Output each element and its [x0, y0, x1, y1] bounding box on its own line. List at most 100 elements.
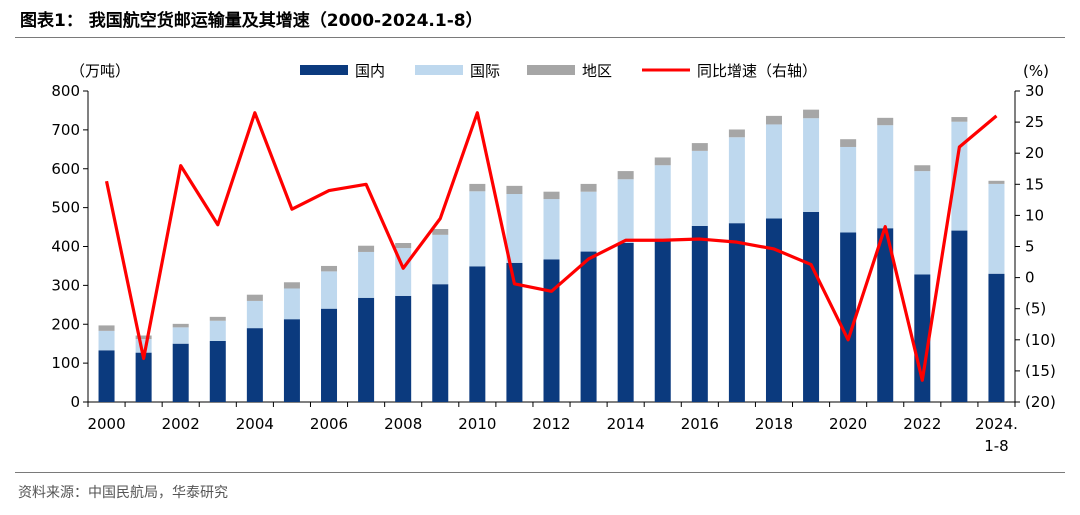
- x-tick-label: 2024. 1-8: [975, 415, 1018, 455]
- source-note: 资料来源：中国民航局，华泰研究: [18, 485, 228, 501]
- legend-regional-label: 地区: [582, 62, 612, 80]
- bar-international: [172, 327, 189, 344]
- right-tick-label: 30: [1025, 82, 1044, 100]
- bar-regional: [543, 191, 560, 200]
- right-tick-label: (15): [1025, 362, 1056, 380]
- bar-domestic: [246, 328, 263, 402]
- left-tick-label: 500: [51, 199, 80, 217]
- bar-regional: [691, 143, 708, 151]
- bar-regional: [358, 245, 375, 252]
- legend-domestic-swatch: [300, 65, 348, 75]
- bar-international: [951, 121, 968, 231]
- bar-domestic: [469, 266, 486, 402]
- x-tick-label: 2012: [532, 415, 570, 433]
- bar-regional: [988, 180, 1005, 184]
- x-tick-label: 2010: [458, 415, 496, 433]
- bar-domestic: [803, 211, 820, 402]
- source-rule: [15, 472, 1065, 473]
- bar-regional: [98, 325, 115, 331]
- bar-international: [246, 300, 263, 329]
- left-tick-label: 600: [51, 160, 80, 178]
- bar-international: [877, 125, 894, 229]
- x-tick-label: 2016: [681, 415, 719, 433]
- right-tick-label: (5): [1025, 300, 1046, 318]
- bar-international: [728, 137, 745, 224]
- legend-regional-swatch: [527, 65, 575, 75]
- right-tick-label: 25: [1025, 113, 1044, 131]
- legend-growth-label: 同比增速（右轴）: [697, 62, 817, 80]
- bar-international: [914, 171, 931, 275]
- right-tick-label: 5: [1025, 238, 1035, 256]
- right-tick-label: 0: [1025, 269, 1035, 287]
- bar-domestic: [506, 262, 523, 402]
- right-tick-label: (20): [1025, 393, 1056, 411]
- bar-international: [988, 183, 1005, 274]
- x-tick-label: 2008: [384, 415, 422, 433]
- bar-regional: [951, 117, 968, 122]
- x-tick-label: 2000: [87, 415, 125, 433]
- bar-international: [691, 150, 708, 226]
- left-tick-label: 300: [51, 276, 80, 294]
- right-axis-unit: (%): [1023, 62, 1049, 80]
- legend-domestic-label: 国内: [355, 62, 385, 80]
- bar-international: [358, 251, 375, 298]
- x-tick-label: 2022: [903, 415, 941, 433]
- bar-regional: [617, 171, 634, 180]
- bar-regional: [469, 183, 486, 192]
- bar-international: [209, 320, 226, 341]
- bar-domestic: [172, 343, 189, 402]
- x-tick-label: 2002: [162, 415, 200, 433]
- bar-regional: [765, 115, 782, 125]
- bar-international: [654, 165, 671, 242]
- bar-international: [98, 330, 115, 351]
- x-tick-label: 2004: [236, 415, 274, 433]
- left-tick-label: 400: [51, 238, 80, 256]
- bar-domestic: [877, 228, 894, 402]
- bar-domestic: [580, 251, 597, 402]
- bar-domestic: [988, 273, 1005, 402]
- bar-international: [469, 191, 486, 267]
- left-tick-label: 700: [51, 121, 80, 139]
- x-tick-label: 2014: [607, 415, 645, 433]
- bar-domestic: [543, 259, 560, 402]
- left-tick-label: 200: [51, 315, 80, 333]
- bars: [98, 109, 1005, 402]
- bar-domestic: [209, 340, 226, 402]
- growth-line: [104, 111, 998, 382]
- bar-domestic: [654, 241, 671, 402]
- left-tick-label: 800: [51, 82, 80, 100]
- bar-domestic: [98, 350, 115, 402]
- bar-regional: [840, 139, 857, 147]
- right-tick-label: 15: [1025, 175, 1044, 193]
- legend-international-label: 国际: [470, 62, 500, 80]
- bar-domestic: [283, 319, 300, 402]
- bar-regional: [395, 243, 412, 249]
- bar-regional: [803, 109, 820, 119]
- right-tick-label: 10: [1025, 206, 1044, 224]
- bar-domestic: [321, 308, 338, 402]
- bar-international: [432, 234, 449, 285]
- bar-domestic: [135, 352, 152, 402]
- bar-regional: [321, 265, 338, 272]
- left-axis-unit: （万吨）: [70, 62, 130, 80]
- bar-domestic: [617, 243, 634, 402]
- bar-regional: [580, 183, 597, 192]
- bar-international: [321, 271, 338, 309]
- bar-international: [840, 146, 857, 233]
- right-tick-label: (10): [1025, 331, 1056, 349]
- bar-regional: [172, 323, 189, 328]
- bar-domestic: [395, 295, 412, 402]
- bar-international: [580, 191, 597, 252]
- bar-international: [543, 199, 560, 260]
- bar-regional: [432, 229, 449, 235]
- legend-international-swatch: [415, 65, 463, 75]
- bar-regional: [283, 282, 300, 289]
- bar-regional: [209, 316, 226, 321]
- bar-international: [617, 179, 634, 244]
- bar-domestic: [840, 232, 857, 402]
- bar-regional: [246, 294, 263, 301]
- bar-international: [765, 124, 782, 219]
- left-tick-label: 0: [70, 393, 80, 411]
- bar-domestic: [728, 223, 745, 402]
